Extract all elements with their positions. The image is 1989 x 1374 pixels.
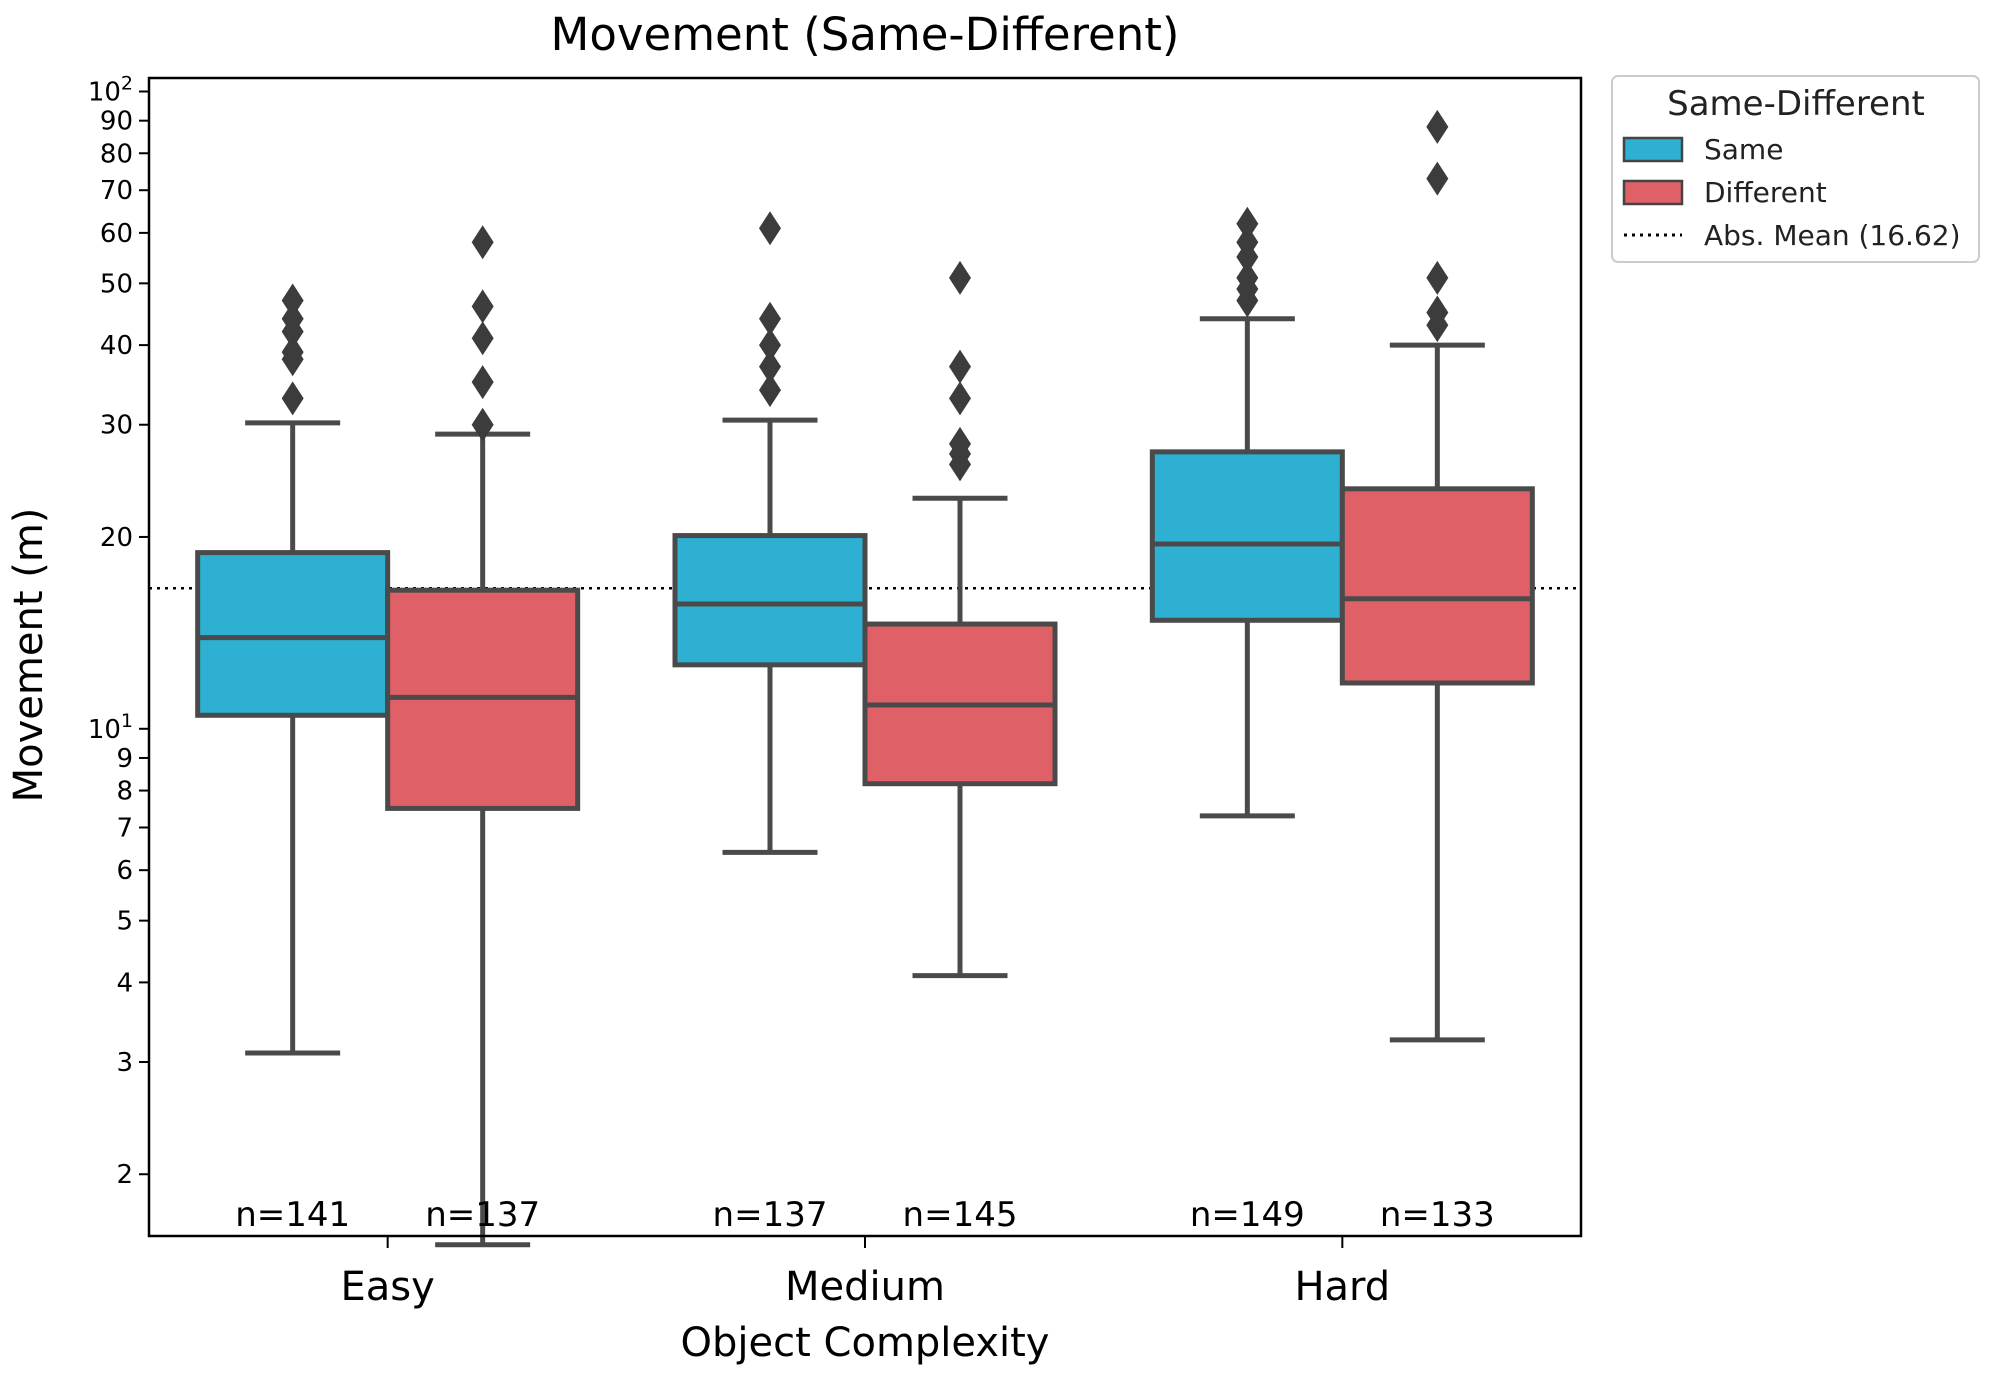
n-label-medium-different: n=145 <box>903 1195 1018 1235</box>
box-medium-same <box>672 211 868 855</box>
outlier-hard-different-4 <box>1426 109 1449 144</box>
outlier-easy-same-2 <box>281 335 304 370</box>
iqr-box-hard-same <box>1149 449 1345 623</box>
x-axis-ticks: Easy Medium Hard <box>341 1236 1390 1310</box>
y-tick-label-60: 60 <box>100 219 133 249</box>
x-tick-label-easy: Easy <box>341 1264 435 1310</box>
n-label-easy-same: n=141 <box>235 1195 350 1235</box>
outlier-medium-same-4 <box>759 211 781 246</box>
outlier-easy-same-5 <box>281 283 304 318</box>
y-tick-label-90: 90 <box>100 107 133 137</box>
y-tick-label-20: 20 <box>100 523 133 553</box>
outlier-hard-same-4 <box>1236 225 1259 260</box>
outlier-medium-different-4 <box>949 349 971 384</box>
box-hard-different <box>1339 109 1535 1043</box>
y-tick-label-6: 6 <box>116 856 133 886</box>
legend-swatch-different <box>1622 179 1684 206</box>
n-label-easy-different: n=137 <box>425 1195 540 1235</box>
box-layer <box>195 109 1535 1248</box>
y-axis-label: Movement (m) <box>6 508 52 803</box>
iqr-box-hard-different <box>1339 486 1535 686</box>
box-easy-same <box>195 283 391 1056</box>
y-tick-label-9: 9 <box>116 744 133 774</box>
outlier-medium-same-2 <box>759 328 781 363</box>
iqr-box-medium-same <box>672 533 868 668</box>
outlier-easy-same-4 <box>281 301 304 336</box>
legend: Same-Different Same Different Abs. Mean … <box>1611 75 1980 263</box>
outlier-medium-different-5 <box>949 260 971 295</box>
box-hard-same <box>1149 206 1345 819</box>
legend-label-different: Different <box>1704 176 1827 209</box>
y-tick-label-8: 8 <box>116 777 133 807</box>
y-tick-label-5: 5 <box>116 907 133 937</box>
y-tick-label-2: 2 <box>116 1160 133 1190</box>
y-tick-label-70: 70 <box>100 176 133 206</box>
y-tick-label-50: 50 <box>100 269 133 299</box>
outlier-easy-different-3 <box>471 289 494 324</box>
outlier-easy-same-0 <box>281 381 304 416</box>
y-tick-label-80: 80 <box>100 139 133 169</box>
y-tick-label-30: 30 <box>100 411 133 441</box>
legend-title: Same-Different <box>1667 84 1925 124</box>
outlier-easy-different-4 <box>471 225 494 260</box>
legend-swatch-same <box>1622 136 1684 163</box>
outlier-hard-different-2 <box>1426 260 1449 295</box>
y-tick-label-4: 4 <box>116 968 133 998</box>
outlier-medium-same-0 <box>759 373 781 408</box>
x-tick-label-hard: Hard <box>1294 1264 1390 1310</box>
y-tick-label-7: 7 <box>116 814 133 844</box>
x-tick-label-medium: Medium <box>785 1264 945 1310</box>
box-medium-different <box>862 260 1058 979</box>
x-axis-label: Object Complexity <box>681 1320 1050 1366</box>
y-tick-exponent-100: 2 <box>121 73 133 95</box>
n-label-medium-same: n=137 <box>713 1195 828 1235</box>
legend-frame <box>1611 75 1980 263</box>
y-tick-label-3: 3 <box>116 1048 133 1078</box>
sample-size-labels: n=141 n=137 n=149 n=137 n=145 n=133 <box>235 1195 1495 1235</box>
outlier-easy-different-1 <box>471 365 494 400</box>
legend-label-abs-mean: Abs. Mean (16.62) <box>1704 219 1961 252</box>
y-tick-exponent-10: 1 <box>121 710 133 732</box>
outlier-medium-same-3 <box>759 301 781 336</box>
outlier-hard-same-2 <box>1236 260 1259 295</box>
outlier-hard-same-5 <box>1236 206 1259 241</box>
y-tick-label-10: 101 <box>88 710 133 745</box>
outlier-easy-different-2 <box>471 321 494 356</box>
outlier-hard-different-3 <box>1426 161 1449 196</box>
y-tick-label-40: 40 <box>100 331 133 361</box>
outlier-hard-different-1 <box>1426 295 1449 330</box>
outlier-medium-same-1 <box>759 349 781 384</box>
iqr-box-easy-same <box>195 550 391 718</box>
legend-label-same: Same <box>1704 133 1783 166</box>
outlier-medium-different-3 <box>949 381 971 416</box>
y-tick-label-100: 102 <box>88 73 133 108</box>
outlier-easy-different-0 <box>471 407 494 442</box>
outlier-medium-different-2 <box>949 426 971 461</box>
n-label-hard-different: n=133 <box>1380 1195 1495 1235</box>
n-label-hard-same: n=149 <box>1190 1195 1305 1235</box>
box-easy-different <box>385 225 581 1248</box>
chart-title: Movement (Same-Different) <box>551 8 1180 61</box>
